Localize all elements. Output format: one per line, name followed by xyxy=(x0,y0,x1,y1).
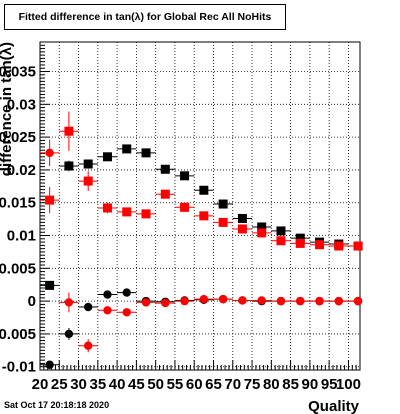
data-point-square xyxy=(83,176,93,186)
x-tick-label: 80 xyxy=(263,376,280,393)
data-point-circle xyxy=(141,298,151,307)
y-tick-label: 0.035 xyxy=(0,64,36,81)
y-tick-label: -0.005 xyxy=(0,326,36,343)
data-point-circle xyxy=(103,290,112,299)
data-point-circle xyxy=(45,360,54,369)
data-point-circle xyxy=(334,296,343,306)
x-tick-label: 75 xyxy=(244,376,261,393)
data-point-square xyxy=(276,236,286,246)
y-tick-label: 0.025 xyxy=(0,129,36,146)
data-point-square xyxy=(45,280,55,290)
data-point-circle xyxy=(83,302,93,312)
data-point-circle xyxy=(122,288,131,297)
data-point-square xyxy=(199,185,209,195)
data-point-circle xyxy=(64,298,74,307)
data-point-square xyxy=(237,224,247,234)
data-point-square xyxy=(295,238,305,248)
y-tick-label: 0.02 xyxy=(7,162,36,179)
data-point-square xyxy=(295,233,305,243)
data-point-circle xyxy=(161,298,170,308)
data-point-square xyxy=(218,199,228,209)
x-tick-label: 35 xyxy=(89,376,106,393)
y-tick-label: 0 xyxy=(28,293,36,310)
data-point-square xyxy=(102,203,112,213)
data-point-square xyxy=(218,217,228,227)
data-point-circle xyxy=(122,308,131,317)
y-tick-label: 0.015 xyxy=(0,195,36,212)
data-point-square xyxy=(141,148,151,158)
plot-frame xyxy=(39,41,361,371)
data-point-square xyxy=(64,161,74,171)
x-tick-label: 60 xyxy=(186,376,203,393)
data-point-circle xyxy=(315,296,324,306)
x-tick-label: 45 xyxy=(128,376,145,393)
data-point-square xyxy=(102,152,112,162)
data-point-square xyxy=(257,228,267,238)
grid-lines xyxy=(39,42,360,370)
chart-title: Fitted difference in tan(λ) for Global R… xyxy=(4,4,286,30)
data-point-circle xyxy=(238,296,247,305)
data-point-circle xyxy=(103,306,112,315)
data-point-circle xyxy=(257,296,266,305)
data-marks xyxy=(40,111,363,369)
x-axis-label: Quality xyxy=(308,398,360,414)
x-tick-label: 90 xyxy=(302,376,319,393)
data-point-circle xyxy=(276,296,286,306)
x-tick-label: 50 xyxy=(147,376,164,393)
x-tick-label: 100 xyxy=(336,376,361,393)
y-tick-label: 0.01 xyxy=(7,228,36,245)
data-point-square xyxy=(180,202,190,212)
data-point-square xyxy=(353,241,363,251)
data-point-square xyxy=(64,126,74,136)
data-point-square xyxy=(199,211,209,221)
data-point-circle xyxy=(199,294,209,304)
data-point-circle xyxy=(83,341,93,350)
y-tick-label: -0.01 xyxy=(2,359,36,376)
data-point-circle xyxy=(180,296,189,306)
data-point-square xyxy=(141,209,151,219)
data-point-square xyxy=(276,226,286,236)
data-point-circle xyxy=(296,296,305,306)
data-point-square xyxy=(334,241,344,251)
data-point-square xyxy=(83,159,93,169)
data-point-circle xyxy=(218,294,228,304)
timestamp-footer: Sat Oct 17 20:18:18 2020 xyxy=(4,400,110,410)
x-tick-label: 25 xyxy=(51,376,68,393)
data-point-square xyxy=(160,189,170,199)
data-point-square xyxy=(45,195,55,205)
data-point-square xyxy=(257,222,267,232)
x-tick-label: 55 xyxy=(167,376,184,393)
data-point-square xyxy=(180,171,190,181)
data-point-circle xyxy=(353,296,363,306)
x-tick-label: 65 xyxy=(205,376,222,393)
data-point-square xyxy=(315,240,325,250)
data-point-circle xyxy=(45,148,54,158)
data-point-square xyxy=(237,213,247,223)
x-tick-label: 85 xyxy=(282,376,299,393)
data-point-square xyxy=(122,144,132,154)
x-tick-label: 95 xyxy=(321,376,338,393)
x-tick-label: 70 xyxy=(224,376,241,393)
data-point-circle xyxy=(64,329,74,339)
y-tick-label: 0.03 xyxy=(7,96,36,113)
x-tick-label: 40 xyxy=(109,376,126,393)
data-point-square xyxy=(160,164,170,174)
x-tick-label: 20 xyxy=(32,376,49,393)
data-point-square xyxy=(122,207,132,217)
x-tick-label: 30 xyxy=(70,376,87,393)
y-axis-label: difference in tan(λ) xyxy=(0,42,15,176)
y-tick-label: 0.005 xyxy=(0,260,36,277)
